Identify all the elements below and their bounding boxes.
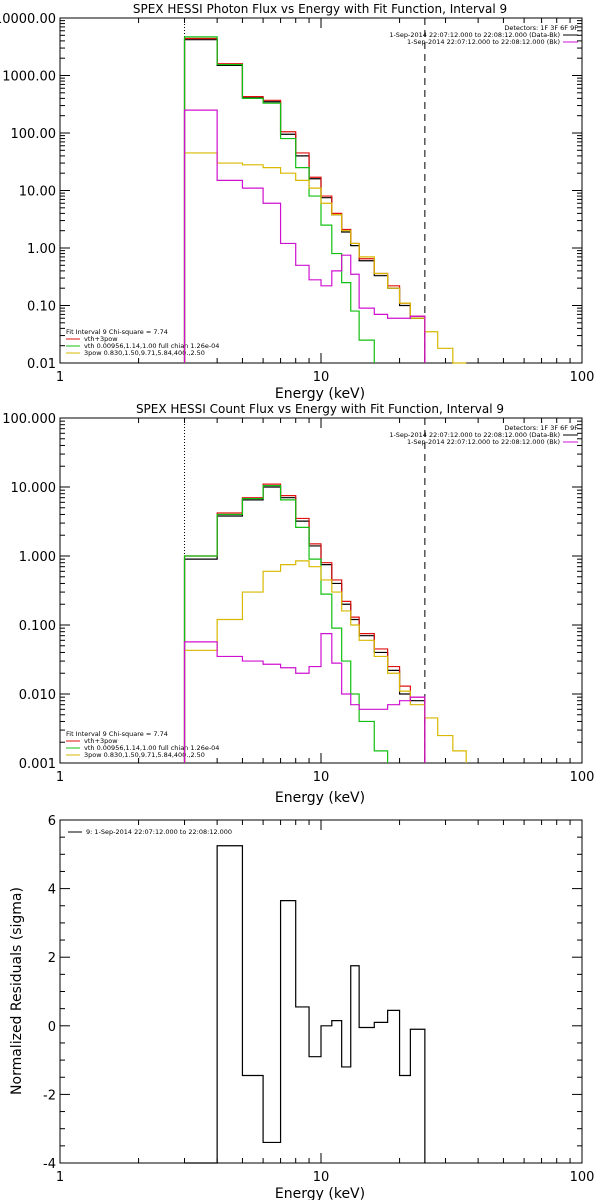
residuals-ytick-label: 2 bbox=[48, 951, 56, 966]
residuals-legend: 9: 1-Sep-2014 22:07:12.000 to 22:08:12.0… bbox=[86, 828, 232, 836]
residuals-ytick-label: 0 bbox=[48, 1020, 56, 1035]
count-flux-series-bk bbox=[183, 633, 426, 763]
residuals-series-9-1-sep-2014-22-07-12-000-to-22-08-12-000 bbox=[184, 845, 426, 1164]
count-flux-legend-3pow: 3pow 0.830,1.50,9.71,5.84,400.,2.50 bbox=[84, 751, 205, 759]
photon-flux-ytick-label: 100.00 bbox=[11, 127, 57, 142]
count-flux-ytick-label: 100.000 bbox=[2, 412, 56, 427]
count-flux-ytick-label: 0.010 bbox=[19, 688, 56, 703]
photon-flux-detectors-label: Detectors: 1F 3F 6F 9F bbox=[504, 24, 578, 32]
count-flux-legend-vth3pow: vth+3pow bbox=[84, 737, 118, 745]
photon-flux-series-vth-3pow bbox=[183, 37, 426, 363]
count-flux-detectors-label: Detectors: 1F 3F 6F 9F bbox=[504, 424, 578, 432]
photon-flux-xlabel: Energy (keV) bbox=[275, 386, 365, 402]
count-flux-xtick-label: 1 bbox=[56, 770, 64, 785]
photon-flux-xtick-label: 1 bbox=[56, 370, 64, 385]
photon-flux-legend-data-bk: 1-Sep-2014 22:07:12.000 to 22:08:12.000 … bbox=[389, 31, 560, 39]
count-flux-ytick-label: 0.001 bbox=[19, 757, 56, 772]
residuals-xtick-label: 1 bbox=[56, 1170, 64, 1185]
residuals-ytick-label: 4 bbox=[48, 883, 56, 898]
photon-flux-xtick-label: 10 bbox=[313, 370, 330, 385]
count-flux-series-data-bk bbox=[183, 486, 426, 763]
photon-flux-ytick-label: 10.00 bbox=[19, 185, 56, 200]
count-flux-ytick-label: 10.000 bbox=[11, 481, 57, 496]
count-flux-xtick-label: 10 bbox=[313, 770, 330, 785]
count-flux-series-3pow bbox=[183, 560, 467, 763]
photon-flux-series-data-bk bbox=[183, 39, 426, 363]
residuals-panel: Energy (keV) Normalized Residuals (sigma… bbox=[9, 814, 594, 1200]
count-flux-series-vth bbox=[183, 484, 389, 763]
count-flux-series-vth-3pow bbox=[183, 483, 426, 763]
count-flux-legend-data-bk: 1-Sep-2014 22:07:12.000 to 22:08:12.000 … bbox=[389, 431, 560, 439]
photon-flux-ytick-label: 0.10 bbox=[27, 300, 56, 315]
count-flux-fit-info: Fit Interval 9 Chi-square = 7.74 bbox=[66, 730, 168, 738]
residuals-xlabel: Energy (keV) bbox=[275, 1186, 365, 1200]
photon-flux-fit-info: Fit Interval 9 Chi-square = 7.74 bbox=[66, 328, 168, 336]
count-flux-ytick-label: 1.000 bbox=[19, 550, 56, 565]
residuals-plot-frame bbox=[59, 819, 583, 1164]
photon-flux-series-vth bbox=[183, 36, 375, 363]
residuals-xtick-label: 100 bbox=[570, 1170, 595, 1185]
photon-flux-panel: SPEX HESSI Photon Flux vs Energy with Fi… bbox=[0, 2, 594, 402]
count-flux-legend-bk: 1-Sep-2014 22:07:12.000 to 22:08:12.000 … bbox=[407, 438, 560, 446]
count-flux-xlabel: Energy (keV) bbox=[275, 790, 365, 806]
photon-flux-ytick-label: 1000.00 bbox=[2, 70, 56, 85]
photon-flux-ytick-label: 1.00 bbox=[27, 242, 56, 257]
photon-flux-title: SPEX HESSI Photon Flux vs Energy with Fi… bbox=[133, 2, 507, 16]
residuals-xtick-label: 10 bbox=[313, 1170, 330, 1185]
photon-flux-ytick-label: 0.01 bbox=[27, 357, 56, 372]
residuals-ytick-label: -4 bbox=[43, 1157, 56, 1172]
photon-flux-legend-bk: 1-Sep-2014 22:07:12.000 to 22:08:12.000 … bbox=[407, 38, 560, 46]
count-flux-legend-vth: vth 0.00956,1.14,1.00 full chian 1.26e-0… bbox=[84, 744, 219, 752]
residuals-ylabel: Normalized Residuals (sigma) bbox=[9, 887, 25, 1095]
residuals-ytick-label: 6 bbox=[48, 814, 56, 829]
photon-flux-legend-vth3pow: vth+3pow bbox=[84, 335, 118, 343]
count-flux-title: SPEX HESSI Count Flux vs Energy with Fit… bbox=[136, 402, 504, 416]
photon-flux-legend-3pow: 3pow 0.830,1.50,9.71,5.84,400.,2.50 bbox=[84, 349, 205, 357]
count-flux-ytick-label: 0.100 bbox=[19, 619, 56, 634]
photon-flux-xtick-label: 100 bbox=[570, 370, 595, 385]
residuals-ytick-label: -2 bbox=[43, 1088, 56, 1103]
photon-flux-series-bk bbox=[183, 109, 426, 363]
photon-flux-ytick-label: 10000.00 bbox=[0, 12, 56, 27]
photon-flux-legend-vth: vth 0.00956,1.14,1.00 full chian 1.26e-0… bbox=[84, 342, 219, 350]
photon-flux-series-3pow bbox=[183, 152, 467, 364]
count-flux-xtick-label: 100 bbox=[570, 770, 595, 785]
count-flux-panel: SPEX HESSI Count Flux vs Energy with Fit… bbox=[2, 402, 594, 806]
